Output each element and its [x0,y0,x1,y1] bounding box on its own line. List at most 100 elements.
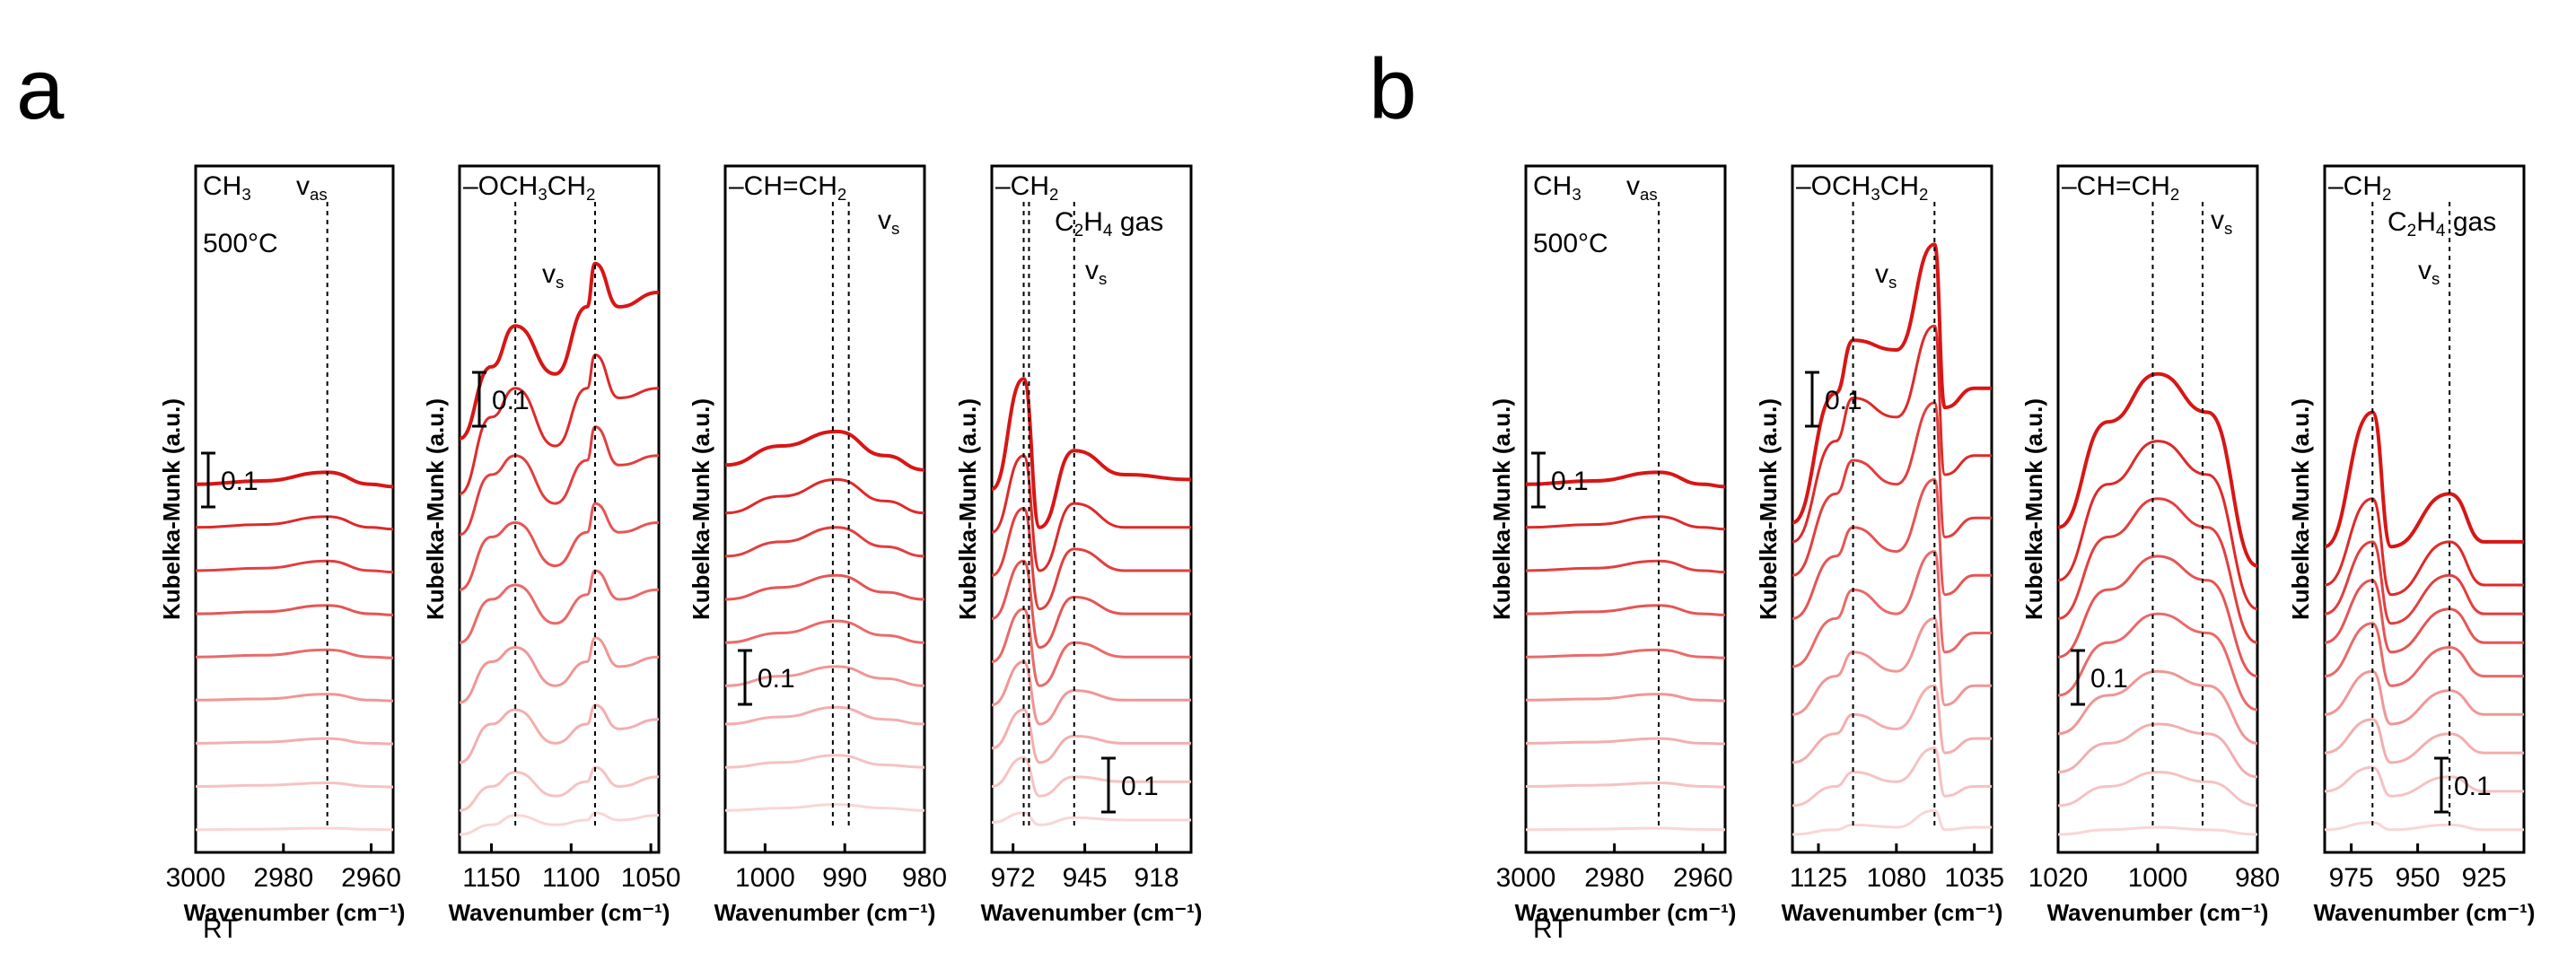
mode-label: vs [1875,259,1897,292]
spectrum-line-T2 [2057,770,2258,808]
x-axis-label: Wavenumber (cm⁻¹) [981,899,1203,926]
spectrum-line-T8 [1525,515,1726,531]
y-axis-label: Kubelka-Munk (a.u.) [954,398,981,620]
spectrum-line-T2 [459,765,660,812]
spectrum-line-T3 [724,705,925,726]
x-tick-label: 2960 [341,863,401,893]
spectrum-line-T6 [459,502,660,591]
x-axis-label: Wavenumber (cm⁻¹) [2314,899,2536,926]
scale-bar: 0.1 [2071,649,2128,706]
spectrum-line-T6 [991,559,1191,650]
scale-bar: 0.1 [738,649,795,706]
scale-bar: 0.1 [201,451,258,509]
spectrum-line-T5 [991,607,1191,687]
spectrum-line-T8 [195,515,394,531]
x-axis-label: Wavenumber (cm⁻¹) [449,899,670,926]
y-axis-label: Kubelka-Munk (a.u.) [422,398,449,620]
spectrum-line-T5 [459,569,660,644]
spectrum-line-T6 [1792,477,1992,620]
x-tick-label: 1050 [621,863,681,893]
spectrum-line-T4 [1525,693,1726,703]
mode-label: vs [878,205,899,238]
subplot-a-CHCH2: 1000 990 980 Wavenumber (cm⁻¹) Kubelka-Munk … [688,164,947,926]
scale-bar-label: 0.1 [758,664,795,694]
spectrum-line-T7 [724,526,925,558]
subplot-b-OCH3CH2: 1125 1080 1035 Wavenumber (cm⁻¹) Kubelka-Mun… [1755,164,2004,926]
spectrum-line-T7 [459,425,660,537]
spectrum-line-T2 [991,755,1191,798]
spectrum-line-T4 [195,693,394,703]
gas-label: C2H4 gas [2388,207,2496,240]
spectrum-line-T5 [1525,648,1726,659]
spectrum-line-T3 [2324,718,2524,764]
spectrum-line-T3 [459,703,660,764]
group-label: –CH2 [2328,171,2391,204]
subplot-b-CH3: 3000 2980 2960 Wavenumber (cm⁻¹) Kubelka-Mun… [1488,164,1737,944]
mode-label: vas [296,171,328,204]
spectrum-line-500C [2057,371,2258,568]
plot-frame [194,164,395,854]
temperature-bottom-label: RT [1533,914,1568,944]
group-label: CH3 [203,171,251,204]
subplot-a-OCH3CH2: 1150 1100 1050 Wavenumber (cm⁻¹) Kubelka-Mun… [422,164,681,926]
spectrum-line-T6 [724,573,925,601]
spectrum-line-T2 [195,781,394,789]
panel-a-label: a [16,41,65,137]
spectrum-line-500C [459,261,660,441]
scale-bar-label: 0.1 [2090,664,2128,694]
subplot-b-CH2: 975 950 925 Wavenumber (cm⁻¹) Kubelka-Munk (… [2287,164,2536,926]
scale-bar-label: 0.1 [221,467,258,496]
x-tick-label: 945 [1063,863,1108,893]
subplot-a-CH3: 3000 2980 2960 Wavenumber (cm⁻¹) Kubelka-Mun… [158,164,405,944]
mode-label: vs [2418,256,2440,288]
x-tick-label: 2980 [1584,863,1644,893]
y-axis-label: Kubelka-Munk (a.u.) [688,398,714,620]
scale-bar-label: 0.1 [2454,772,2492,801]
x-tick-label: 2980 [253,863,313,893]
group-label: –CH2 [995,171,1058,204]
x-tick-label: 975 [2329,863,2374,893]
spectrum-line-T8 [724,477,925,515]
x-tick-label: 980 [2235,863,2280,893]
plot-frame [1524,164,1727,854]
x-axis-label: Wavenumber (cm⁻¹) [2047,899,2269,926]
mode-label: vs [1085,256,1107,288]
y-axis-label: Kubelka-Munk (a.u.) [1755,398,1782,620]
x-tick-label: 925 [2462,863,2507,893]
spectrum-line-T5 [2057,612,2258,712]
x-tick-label: 2960 [1673,863,1733,893]
scale-bar: 0.1 [1805,371,1862,428]
spectrum-line-T8 [991,454,1191,572]
y-axis-label: Kubelka-Munk (a.u.) [2287,398,2314,620]
x-axis-label: Wavenumber (cm⁻¹) [1515,899,1737,926]
x-tick-label: 980 [902,863,947,893]
spectrum-line-T8 [2057,440,2258,611]
y-axis-label: Kubelka-Munk (a.u.) [1488,398,1515,620]
group-label: –OCH3CH2 [1796,171,1928,204]
y-axis-label: Kubelka-Munk (a.u.) [158,398,185,620]
spectrum-line-T3 [2057,722,2258,779]
scale-bar-label: 0.1 [1551,467,1589,496]
spectrum-line-T8 [2324,497,2524,597]
x-tick-label: 3000 [1496,863,1556,893]
x-tick-label: 990 [822,863,867,893]
spectrum-line-T8 [1792,324,1992,544]
spectrum-line-T8 [459,353,660,495]
x-tick-label: 1150 [462,863,521,893]
spectrum-line-500C [1525,470,1726,489]
spectrum-line-T7 [2324,540,2524,625]
scale-bar: 0.1 [1101,756,1159,814]
scale-bar-label: 0.1 [492,386,530,415]
plot-frame [723,164,926,854]
x-tick-label: 972 [991,863,1036,893]
spectrum-line-500C [195,470,394,489]
spectrum-line-RT [1792,808,1992,836]
gas-label: C2H4 gas [1055,207,1163,240]
spectrum-line-RT [991,811,1191,826]
mode-label: vas [1626,171,1658,204]
y-axis-label: Kubelka-Munk (a.u.) [2020,398,2047,620]
spectrum-line-T6 [2324,579,2524,654]
group-label: –CH=CH2 [729,171,846,204]
spectrum-line-T4 [2057,669,2258,745]
